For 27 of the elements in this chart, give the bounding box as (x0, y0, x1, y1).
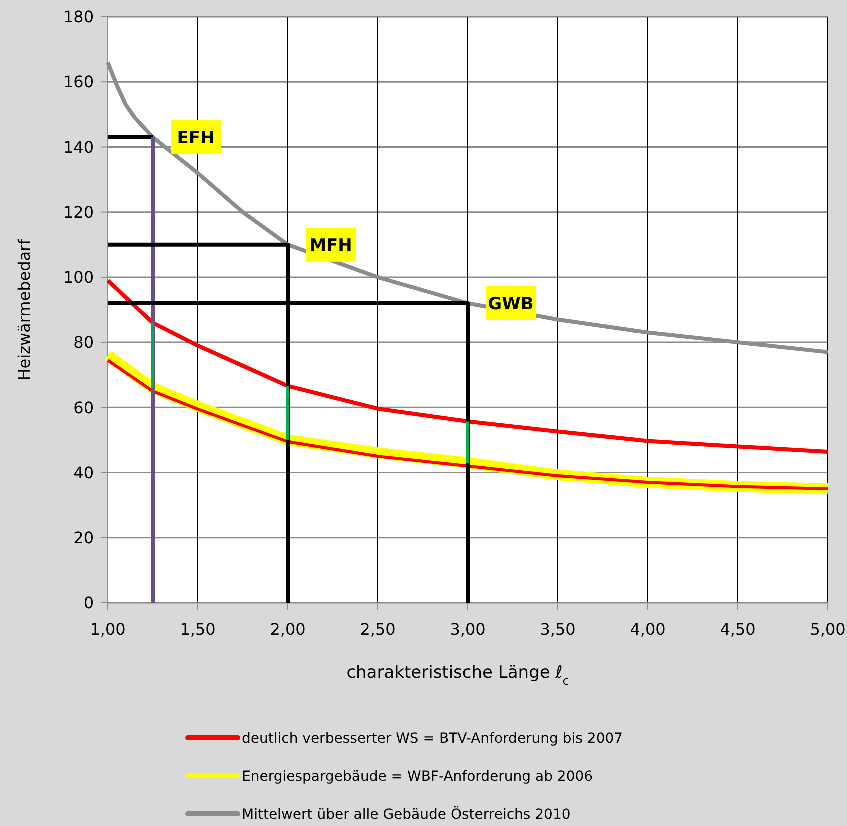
x-tick-label: 5,00 (810, 620, 846, 639)
y-tick-label: 60 (74, 398, 94, 418)
x-tick-label: 3,00 (450, 620, 486, 639)
y-tick-label: 160 (63, 72, 94, 92)
legend-label: Mittelwert über alle Gebäude Österreichs 2010 (242, 806, 571, 823)
y-tick-label: 140 (63, 138, 94, 157)
y-tick-label: 0 (84, 594, 94, 613)
y-tick-label: 40 (74, 463, 94, 482)
annotation: GWB (488, 294, 534, 314)
x-tick-label: 3,50 (540, 620, 576, 639)
y-tick-label: 100 (63, 268, 94, 288)
x-tick-label: 1,50 (180, 620, 216, 639)
x-tick-label: 2,50 (360, 620, 396, 639)
y-axis-title: Heizwärmebedarf (15, 238, 34, 381)
x-tick-label: 2,00 (270, 620, 306, 639)
y-tick-label: 20 (74, 528, 94, 548)
y-tick-label: 120 (63, 202, 94, 222)
legend-label: Energiespargebäude = WBF-Anforderung ab 2006 (242, 768, 594, 785)
x-axis-title: charakteristische Länge ℓ$_{c}$ (346, 663, 570, 688)
y-tick-label: 80 (74, 333, 94, 352)
annotation: MFH (310, 236, 352, 256)
annotation: EFH (177, 128, 215, 148)
x-tick-label: 1,00 (90, 620, 126, 639)
x-tick-label: 4,50 (720, 620, 756, 639)
y-tick-label: 180 (63, 8, 94, 27)
x-tick-label: 4,00 (630, 620, 666, 639)
legend-label: deutlich verbesserter WS = BTV-Anforderung bis 2007 (242, 730, 624, 747)
